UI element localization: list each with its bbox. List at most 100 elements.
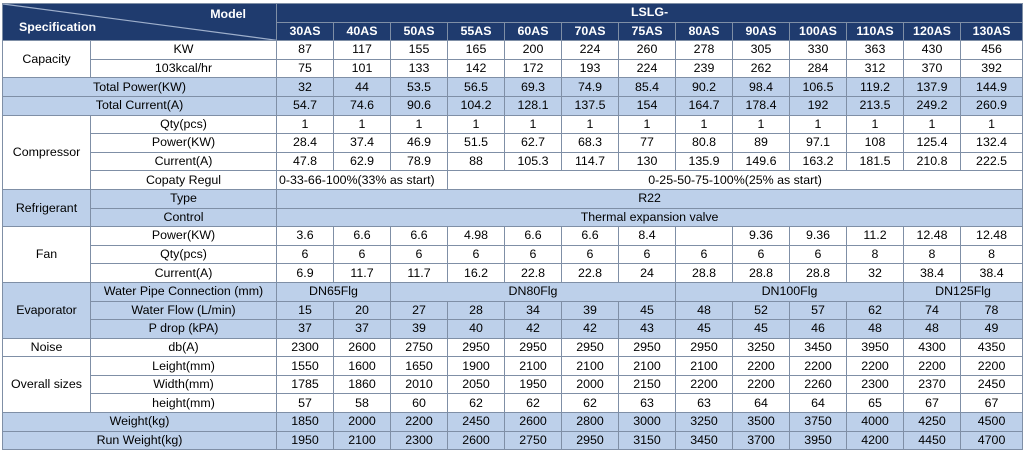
value-cell: 60 xyxy=(390,393,448,414)
value-cell: 64 xyxy=(789,393,847,414)
row-label: Qty(pcs) xyxy=(90,244,277,265)
value-cell: 1 xyxy=(903,114,961,135)
value-cell: 62 xyxy=(447,393,505,414)
value-cell: 6.9 xyxy=(276,263,334,283)
value-cell: 135.9 xyxy=(675,151,733,172)
value-cell: 6.6 xyxy=(333,226,391,246)
value-cell: 11.7 xyxy=(333,263,391,283)
value-cell: 142 xyxy=(447,58,505,79)
value-cell: 239 xyxy=(675,58,733,79)
row-label: Width(mm) xyxy=(90,374,277,395)
value-cell: 51.5 xyxy=(447,133,505,153)
value-cell: 2600 xyxy=(504,412,562,432)
value-cell: 34 xyxy=(504,300,562,321)
value-cell: 44 xyxy=(333,77,391,97)
value-cell: 97.1 xyxy=(789,133,847,153)
value-cell: 1 xyxy=(732,114,790,135)
value-cell: 38.4 xyxy=(959,263,1024,283)
value-cell: 65 xyxy=(846,393,904,414)
value-cell: 2600 xyxy=(333,337,391,358)
value-cell: 11.2 xyxy=(846,226,904,246)
value-cell: 1850 xyxy=(276,412,334,432)
capacity-kw-row: Capacity KW 87 117 155 165 200 224 260 278 305 33… xyxy=(2,40,1024,79)
value-cell: 2200 xyxy=(732,374,790,395)
value-cell: 37 xyxy=(276,319,334,339)
value-cell: 74 xyxy=(903,300,961,321)
value-cell: 8 xyxy=(846,244,904,265)
value-cell: 2100 xyxy=(561,356,619,376)
value-cell: 222.5 xyxy=(959,151,1024,172)
refrigerant-control-cell: Thermal expansion valve xyxy=(275,207,1024,228)
value-cell: 224 xyxy=(561,40,619,60)
value-cell: 27 xyxy=(390,300,448,321)
value-cell: 74.6 xyxy=(333,95,391,116)
value-cell: 1550 xyxy=(276,356,334,376)
value-cell: 370 xyxy=(903,58,961,79)
value-cell: 137.9 xyxy=(903,77,961,97)
value-cell: 137.5 xyxy=(561,95,619,116)
row-label: Leight(mm) xyxy=(90,356,277,376)
value-cell: 2100 xyxy=(333,430,391,451)
model-header-cell: 70AS xyxy=(561,21,619,42)
evaporator-flow-row: Water Flow (L/min) 15 20 27 28 34 39 45 48 52 57 6… xyxy=(3,300,1024,321)
value-cell: 58 xyxy=(333,393,391,414)
value-cell: 278 xyxy=(675,40,733,60)
row-label: Total Current(A) xyxy=(2,95,277,116)
value-cell: 1950 xyxy=(276,430,334,451)
value-cell: 62 xyxy=(846,300,904,321)
value-cell: 1 xyxy=(447,114,505,135)
value-cell: 12.48 xyxy=(959,226,1024,246)
value-cell: 6 xyxy=(333,244,391,265)
row-label: Current(A) xyxy=(90,151,277,172)
value-cell: 1900 xyxy=(447,356,505,376)
value-cell: 2260 xyxy=(789,374,847,395)
model-header-cell: 100AS xyxy=(789,21,847,42)
value-cell: 2150 xyxy=(618,374,676,395)
value-cell: 200 xyxy=(504,40,562,60)
model-row: 30AS 40AS 50AS 55AS 60AS 70AS 75AS 80AS 90AS 100A… xyxy=(3,21,1024,42)
refrigerant-type-cell: R22 xyxy=(275,188,1024,209)
value-cell: 28.8 xyxy=(789,263,847,283)
row-label: Copaty Regul xyxy=(90,170,277,190)
evaporator-pdrop-row: P drop (kPA) 37 37 39 40 42 42 43 45 45 46 48 48 49 xyxy=(3,319,1024,339)
value-cell: 12.48 xyxy=(903,226,961,246)
value-cell: 43 xyxy=(618,319,676,339)
value-cell: 2000 xyxy=(333,412,391,432)
value-cell: 3950 xyxy=(846,337,904,358)
value-cell: 24 xyxy=(618,263,676,283)
value-cell: 45 xyxy=(732,319,790,339)
row-label: db(A) xyxy=(90,337,277,358)
value-cell: 2450 xyxy=(959,374,1024,395)
value-cell: 2200 xyxy=(732,356,790,376)
value-cell: 42 xyxy=(504,319,562,339)
value-cell: 4200 xyxy=(846,430,904,451)
refrigerant-group-label: Refrigerant xyxy=(2,188,91,228)
row-label: Weight(kg) xyxy=(2,412,277,432)
value-cell: 3950 xyxy=(789,430,847,451)
value-cell: 2200 xyxy=(959,356,1024,376)
value-cell: 6.6 xyxy=(390,226,448,246)
value-cell: 22.8 xyxy=(504,263,562,283)
value-cell: 90.6 xyxy=(390,95,448,116)
value-cell: 1 xyxy=(789,114,847,135)
value-cell: 363 xyxy=(846,40,904,60)
value-cell: 106.5 xyxy=(789,77,847,97)
series-label: LSLG- xyxy=(275,3,1024,23)
value-cell: 4700 xyxy=(959,430,1024,451)
specification-label: Specification xyxy=(19,20,97,35)
value-cell: 125.4 xyxy=(903,133,961,153)
noise-group-label: Noise xyxy=(2,337,91,358)
value-cell: 165 xyxy=(447,40,505,60)
value-cell: 3700 xyxy=(732,430,790,451)
value-cell: 3750 xyxy=(789,412,847,432)
regul-cell: 0-25-50-75-100%(25% as start) xyxy=(446,170,1024,190)
value-cell: 32 xyxy=(846,263,904,283)
row-label: Power(KW) xyxy=(90,226,277,246)
row-label: 103kcal/hr xyxy=(90,58,277,79)
value-cell: 178.4 xyxy=(732,95,790,116)
value-cell: 9.36 xyxy=(732,226,790,246)
value-cell: 312 xyxy=(846,58,904,79)
value-cell: 3450 xyxy=(789,337,847,358)
value-cell: 4350 xyxy=(959,337,1024,358)
value-cell: 4.98 xyxy=(447,226,505,246)
